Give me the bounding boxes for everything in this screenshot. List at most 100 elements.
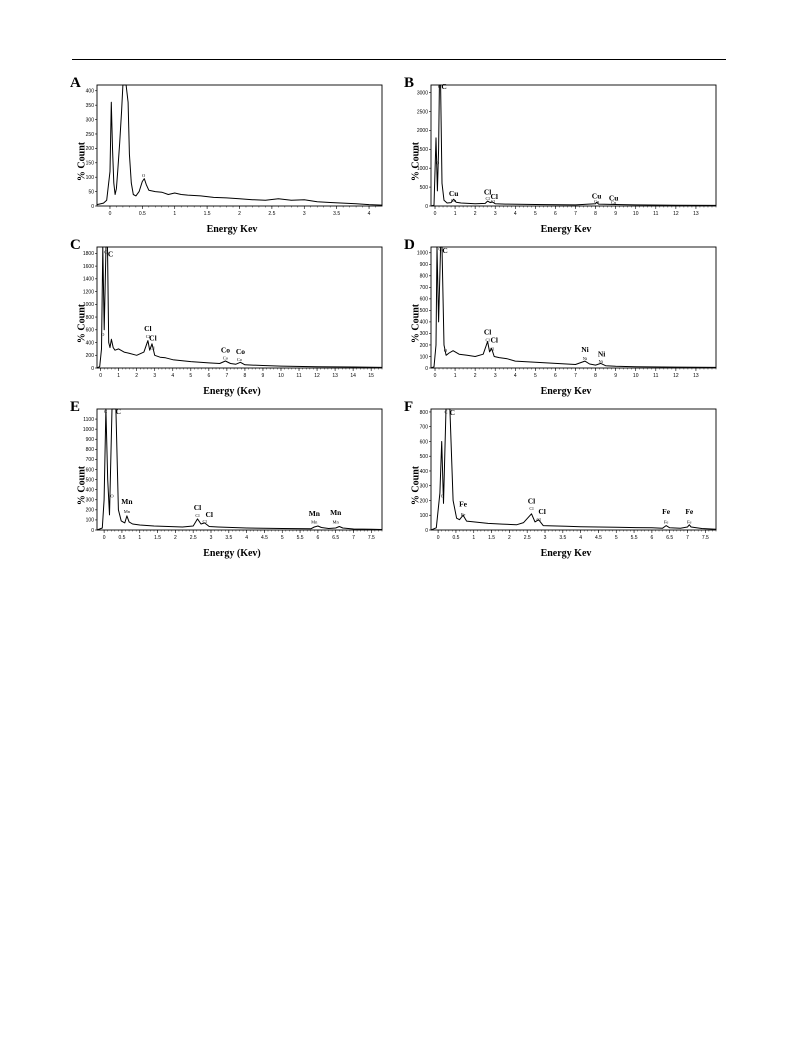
y-tick-label: 500	[420, 454, 429, 460]
peak-label: Fe	[461, 512, 466, 517]
y-tick-label: 700	[86, 457, 95, 463]
peak-label: C	[116, 407, 121, 416]
peak-label: C	[442, 246, 447, 255]
peak-label: Cu	[592, 191, 602, 200]
y-tick-label: 100	[86, 175, 95, 181]
x-tick-label: 3	[153, 373, 156, 379]
peak-label: Cl	[485, 337, 490, 342]
y-tick-label: 1000	[417, 251, 428, 257]
peak-label: Cl	[144, 324, 152, 333]
header-rule	[72, 59, 726, 60]
x-tick-label: 10	[633, 211, 639, 217]
y-tick-label: 2000	[417, 128, 428, 134]
eds-panel-d: D % Count 0 100 200 300 400 500 600 700 800 900 10…	[404, 237, 726, 408]
panel-letter: E	[70, 399, 81, 415]
peak-label: Cl	[484, 188, 492, 197]
x-tick-label: 8	[594, 211, 597, 217]
plot-frame	[96, 84, 383, 207]
panel-letter: F	[404, 399, 414, 415]
y-tick-label: 1600	[83, 264, 94, 270]
x-tick-label: 6	[650, 535, 653, 541]
peak-label: Cl	[490, 192, 498, 201]
spectrum-line	[430, 408, 717, 531]
x-tick-label: 6.5	[332, 535, 339, 541]
peak-label: Ni	[583, 356, 588, 361]
peak-label: Cu	[451, 198, 457, 203]
x-tick-label: 1	[138, 535, 141, 541]
x-tick-label: 2	[238, 211, 241, 217]
x-tick-label: 13	[332, 373, 338, 379]
spectrum-plot: 0 100 200 300 400 500 600 700 800 0 0.5 1 1.5 2 2.5 3 3.…	[420, 408, 717, 541]
x-tick-label: 2.5	[268, 211, 275, 217]
x-tick-label: 5	[615, 535, 618, 541]
peak-label: Cl	[149, 334, 157, 343]
panel-letter: B	[404, 75, 415, 91]
y-tick-label: 300	[420, 331, 429, 337]
x-tick-label: 9	[614, 373, 617, 379]
peak-label: O	[142, 173, 146, 178]
peak-label: Cl	[202, 519, 207, 524]
peak-label: Mn	[309, 509, 321, 518]
peak-label: Fe	[664, 519, 669, 524]
x-tick-label: 9	[262, 373, 265, 379]
x-tick-label: 15	[368, 373, 374, 379]
x-axis-label: Energy Kev	[540, 548, 592, 559]
y-tick-label: 1800	[83, 251, 94, 257]
peak-label: C	[444, 409, 447, 414]
y-tick-label: 500	[420, 185, 429, 191]
peak-label: Ni	[598, 349, 606, 358]
x-tick-label: 2	[174, 535, 177, 541]
x-axis-label: Energy (Kev)	[203, 386, 261, 397]
x-tick-label: 4.5	[595, 535, 602, 541]
peak-label: Mn	[333, 519, 340, 524]
y-tick-label: 300	[86, 117, 95, 123]
x-tick-label: 6	[316, 535, 319, 541]
peak-label: Co	[236, 347, 245, 356]
x-tick-label: 0	[434, 373, 437, 379]
x-tick-label: 0	[109, 211, 112, 217]
x-tick-label: 13	[693, 373, 699, 379]
x-axis-label: Energy Kev	[540, 224, 592, 235]
x-tick-label: 3	[210, 535, 213, 541]
y-tick-label: 300	[420, 484, 429, 490]
peak-label: Ni	[599, 359, 604, 364]
peak-label: C	[438, 246, 441, 251]
y-tick-label: 1400	[83, 277, 94, 283]
x-tick-label: 11	[653, 211, 658, 217]
y-tick-label: 400	[86, 340, 95, 346]
peak-label: Cu	[594, 199, 600, 204]
peak-label: Cu	[611, 200, 617, 205]
peak-label: C	[438, 84, 441, 89]
y-tick-label: 800	[420, 410, 429, 416]
x-tick-label: 0	[103, 535, 106, 541]
y-tick-label: 200	[86, 508, 95, 514]
x-tick-label: 7	[352, 535, 355, 541]
peak-label: Co	[221, 346, 230, 355]
plot-frame	[430, 84, 717, 207]
peak-label: Cl	[150, 346, 155, 351]
y-tick-label: 200	[86, 353, 95, 359]
y-tick-label: 200	[420, 343, 429, 349]
peak-label: Cl	[528, 496, 536, 505]
y-tick-label: 400	[86, 89, 95, 95]
panel-letter: D	[404, 237, 415, 253]
eds-panel-a: A % Count 0 50 100 150 200 250 300 350 400 0 0.5 1 1…	[70, 75, 392, 246]
x-tick-label: 4	[171, 373, 174, 379]
peak-label: Cu	[609, 193, 619, 202]
y-tick-label: 800	[420, 274, 429, 280]
y-tick-label: 400	[420, 469, 429, 475]
x-tick-label: 4	[514, 211, 517, 217]
peak-label: Cl	[205, 510, 213, 519]
peak-label: O	[441, 494, 445, 499]
x-tick-label: 11	[296, 373, 301, 379]
peak-label: Cl	[536, 517, 541, 522]
y-tick-label: 0	[91, 528, 94, 534]
peak-label: O	[110, 494, 114, 499]
peak-label: Ni	[581, 345, 589, 354]
y-tick-label: 0	[91, 366, 94, 372]
y-tick-label: 250	[86, 132, 95, 138]
eds-panel-c: C % Count 0 200 400 600 800 1000 1200 1400 1600 1…	[70, 237, 392, 408]
spectrum-plot: 0 100 200 300 400 500 600 700 800 900 1000 1100 0 0.5…	[83, 407, 383, 541]
